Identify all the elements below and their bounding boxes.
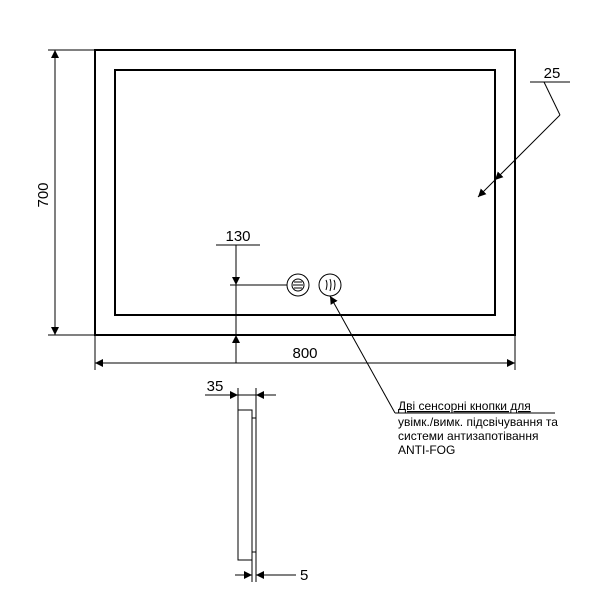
dim-height-value: 700 <box>35 182 52 207</box>
mirror-inner <box>115 70 495 315</box>
dim-width-value: 800 <box>292 345 317 362</box>
dim-frame-value: 25 <box>544 65 561 82</box>
dim-button-offset-value: 130 <box>225 228 250 245</box>
callout-line-2: системи антизапотівання <box>398 429 538 443</box>
mirror-outer <box>95 50 515 335</box>
dim-button-offset-130: 130 <box>216 228 287 363</box>
dim-width-800: 800 <box>95 335 515 370</box>
dim-step-value: 5 <box>300 567 308 584</box>
dim-step-5: 5 <box>235 552 308 584</box>
dim-height-700: 700 <box>35 50 95 335</box>
callout-sensor-buttons: Дві сенсорні кнопки для увімк./вимк. під… <box>330 296 558 457</box>
dim-depth-value: 35 <box>207 378 224 395</box>
callout-line-3: ANTI-FOG <box>398 443 455 457</box>
sensor-button-left <box>287 274 309 296</box>
callout-line-1: увімк./вимк. підсвічування та <box>398 415 558 429</box>
callout-title: Дві сенсорні кнопки для <box>398 399 531 413</box>
sensor-button-right <box>319 274 341 296</box>
front-view <box>95 50 515 335</box>
dim-frame-25: 25 <box>478 65 570 197</box>
dim-depth-35: 35 <box>205 378 276 418</box>
side-view <box>238 410 256 560</box>
